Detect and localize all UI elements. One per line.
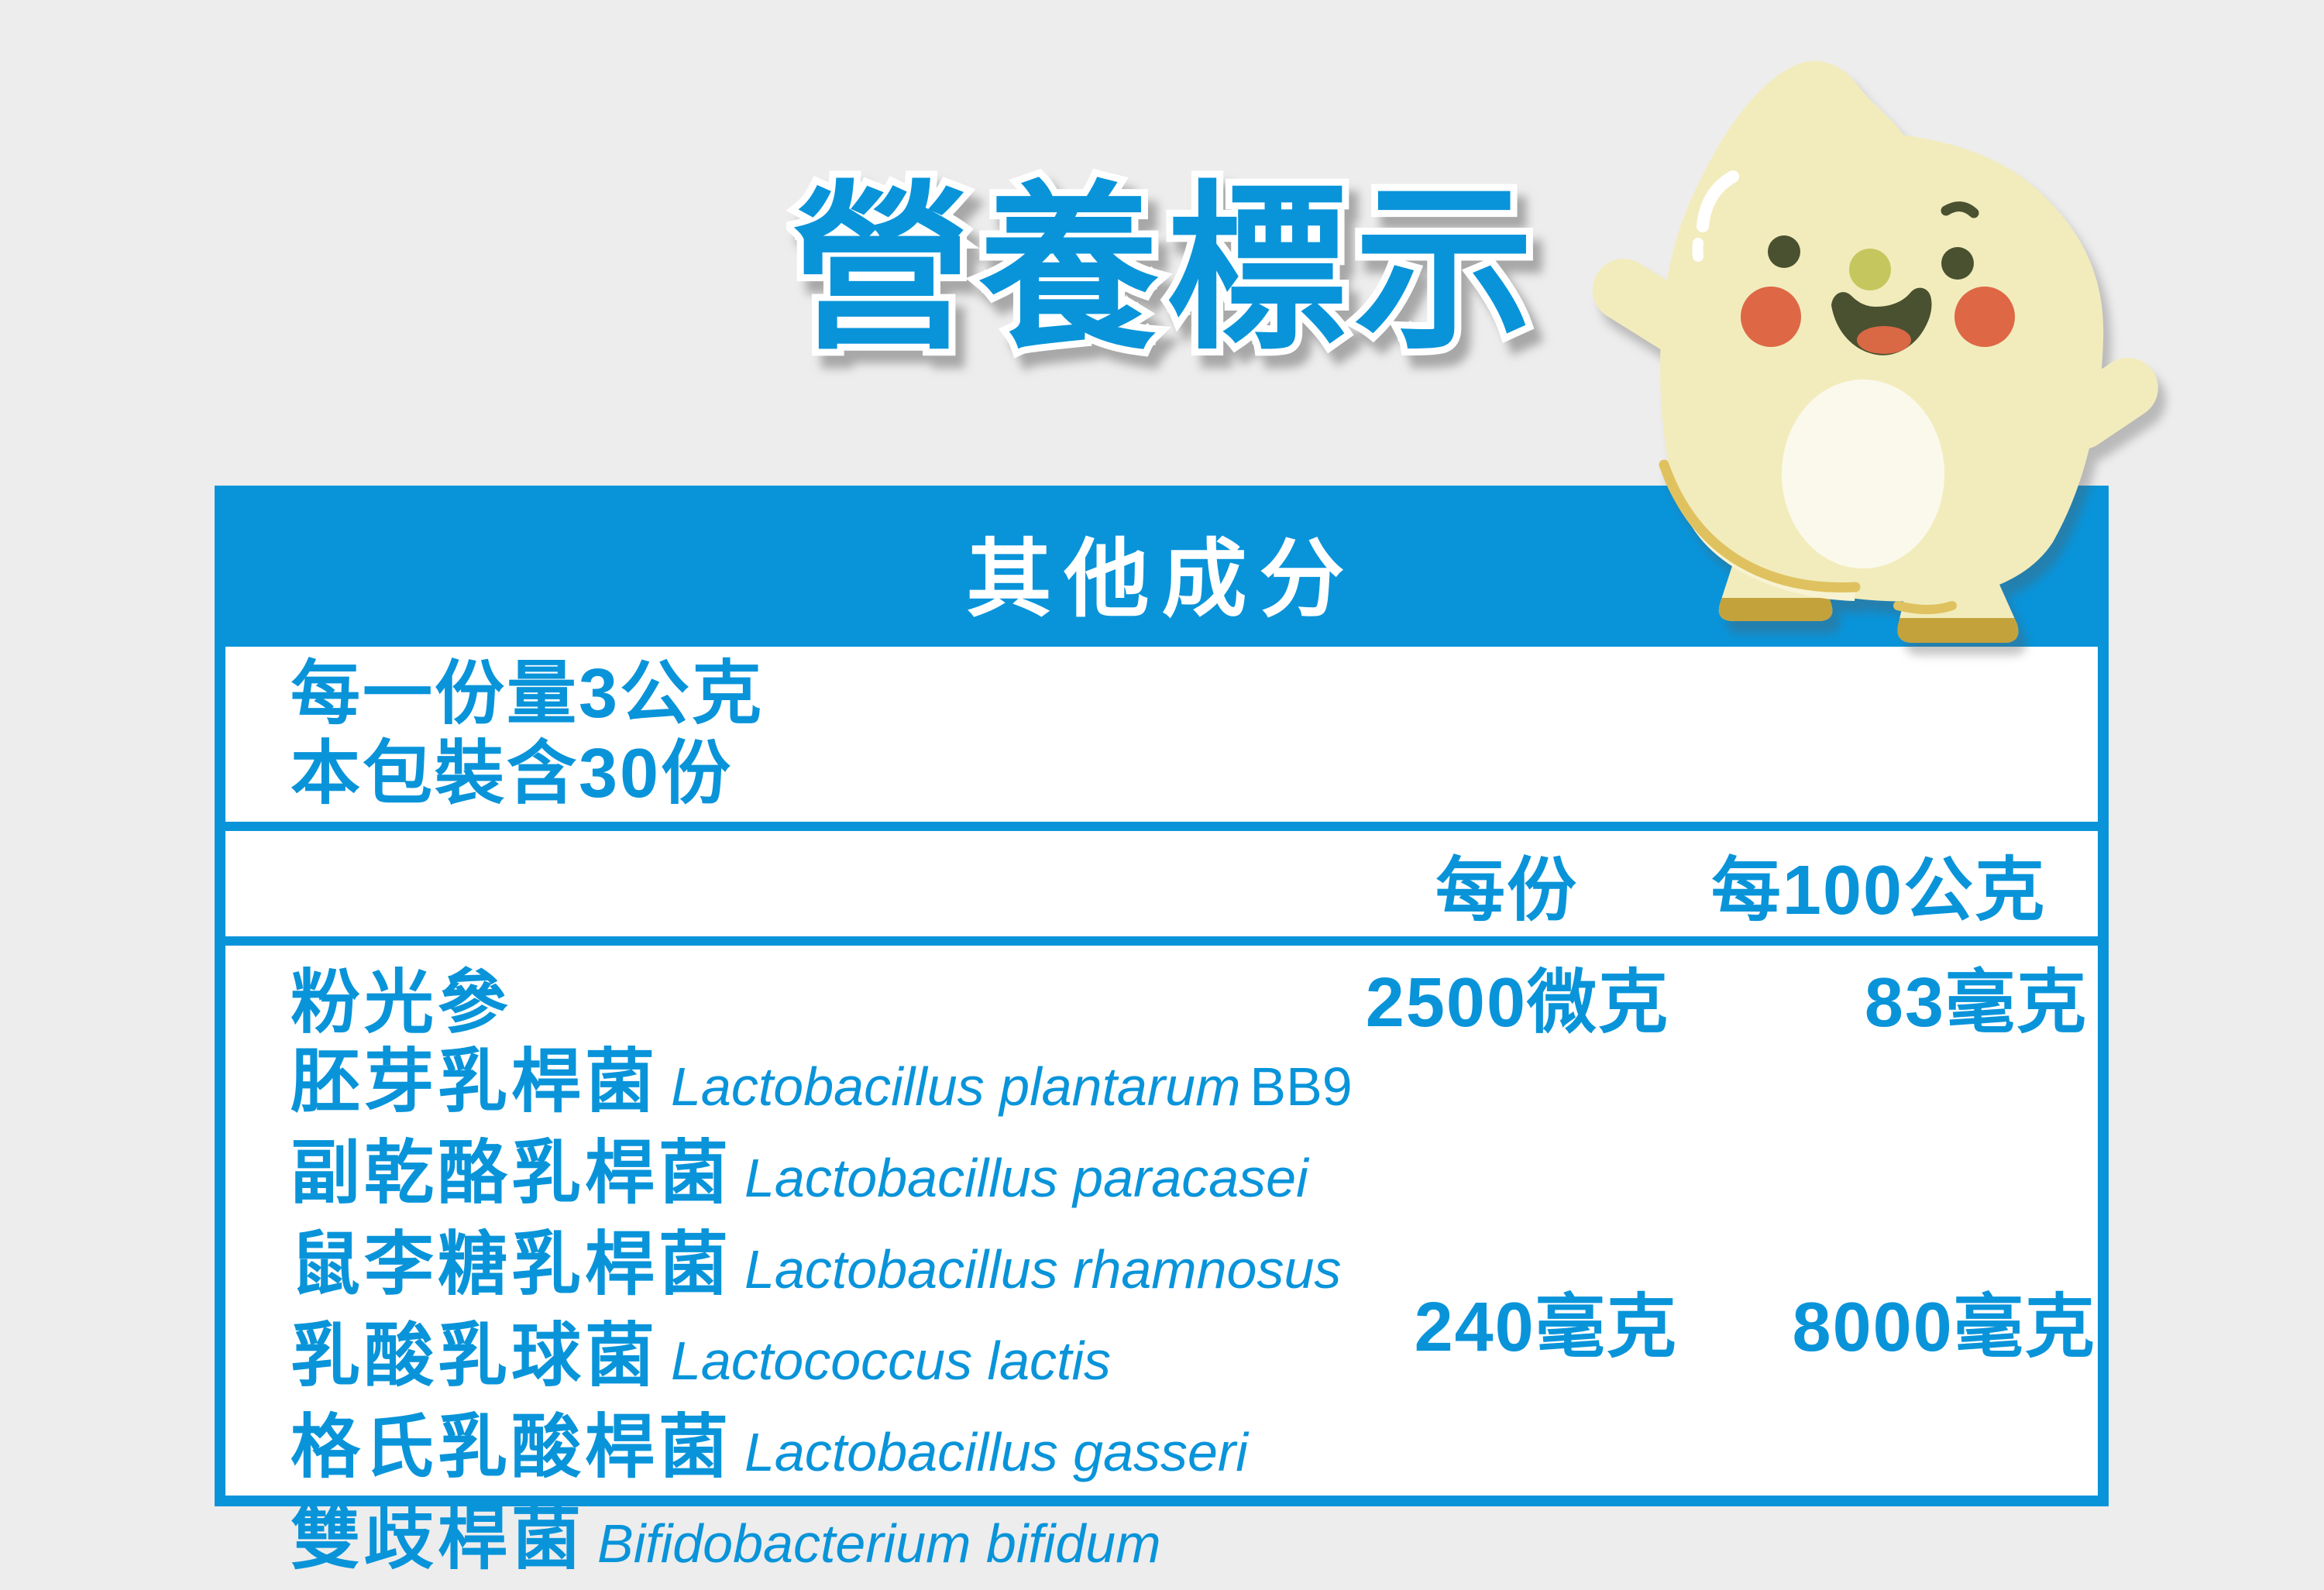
mascot-left-cheek — [1741, 287, 1801, 347]
ingredient-line: 乳酸乳球菌 Lactococcus lactis — [290, 1320, 1353, 1412]
ingredient-name: 胚芽乳桿菌 — [290, 1043, 658, 1121]
ingredient-latin-name: Lactobacillus rhamnosus — [744, 1239, 1342, 1300]
column-header-per-serving: 每份 — [1435, 852, 1578, 929]
ingredient-name: 粉光參 — [290, 964, 511, 1042]
ingredient-latin-name: Lactobacillus gasseri — [744, 1422, 1248, 1482]
per-100g-value: 8000毫克 — [1792, 1289, 2096, 1366]
table-row-probiotics: 胚芽乳桿菌 Lactobacillus plantarum BB9 副乾酪乳桿菌 La… — [225, 1046, 2098, 1590]
ingredient-latin-name: Lactobacillus paracasei — [744, 1148, 1308, 1208]
serving-line-1: 每一份量3公克 — [290, 655, 765, 733]
ingredient-strain-code: BB9 — [1250, 1056, 1353, 1117]
divider-bottom — [225, 936, 2098, 946]
ingredient-line: 副乾酪乳桿菌 Lactobacillus paracasei — [290, 1138, 1353, 1229]
column-header-per-100g: 每100公克 — [1710, 852, 2047, 929]
ingredient-name: 乳酸乳球菌 — [290, 1317, 658, 1395]
ingredient-name: 鼠李糖乳桿菌 — [290, 1226, 732, 1303]
ingredient-name: 雙歧桿菌 — [290, 1500, 585, 1578]
ingredient-name-cell: 粉光參 — [225, 946, 1344, 1046]
per-serving-value: 240毫克 — [1414, 1289, 1678, 1366]
nutrition-panel: 其他成分 每一份量3公克 本包裝含30份 每份 每100公克 粉光參 2500微… — [215, 486, 2109, 1575]
ingredient-latin-name: Lactococcus lactis — [671, 1331, 1112, 1391]
mascot-belly — [1782, 379, 1944, 568]
ingredient-line: 格氏乳酸桿菌 Lactobacillus gasseri — [290, 1412, 1353, 1503]
per-serving-value: 2500微克 — [1365, 964, 1669, 1042]
ingredient-latin-name: Lactobacillus plantarum — [671, 1056, 1241, 1117]
ingredient-name: 副乾酪乳桿菌 — [290, 1135, 732, 1212]
column-header-row: 每份 每100公克 — [225, 831, 2098, 936]
ingredient-name-cell: 胚芽乳桿菌 Lactobacillus plantarum BB9 副乾酪乳桿菌 La… — [225, 1046, 1353, 1590]
per-100g-value: 83毫克 — [1864, 964, 2088, 1042]
table-row-ginseng: 粉光參 2500微克 83毫克 — [225, 946, 2098, 1046]
mascot-right-cheek — [1954, 287, 2015, 347]
ingredient-line: 雙歧桿菌 Bifidobacterium bifidum — [290, 1503, 1353, 1590]
mascot-tongue — [1857, 326, 1911, 354]
serving-line-2: 本包裝含30份 — [290, 735, 734, 812]
mascot-gold-curve — [1659, 459, 1861, 593]
mascot-right-eye — [1941, 247, 1974, 280]
serving-info: 每一份量3公克 本包裝含30份 — [225, 647, 2098, 822]
mascot-shine — [1697, 170, 1739, 232]
ingredient-table-body: 粉光參 2500微克 83毫克 胚芽乳桿菌 Lactobacillus plant… — [225, 946, 2098, 1575]
page-title: 營養標示 — [785, 170, 1542, 370]
mascot-illustration — [1592, 60, 2158, 643]
mascot-nose — [1849, 249, 1891, 290]
mascot-shine-dot — [1692, 238, 1703, 262]
mascot-left-eye — [1768, 235, 1800, 268]
divider-top — [225, 822, 2098, 831]
mascot-eyebrow — [1941, 201, 1979, 218]
panel-header-label: 其他成分 — [966, 532, 1357, 627]
ingredient-line: 胚芽乳桿菌 Lactobacillus plantarum BB9 — [290, 1046, 1353, 1138]
ingredient-name: 格氏乳酸桿菌 — [290, 1409, 732, 1486]
ingredient-latin-name: Bifidobacterium bifidum — [597, 1513, 1161, 1574]
ingredient-line: 鼠李糖乳桿菌 Lactobacillus rhamnosus — [290, 1229, 1353, 1320]
mascot-gold-curve-small — [1893, 601, 1957, 614]
